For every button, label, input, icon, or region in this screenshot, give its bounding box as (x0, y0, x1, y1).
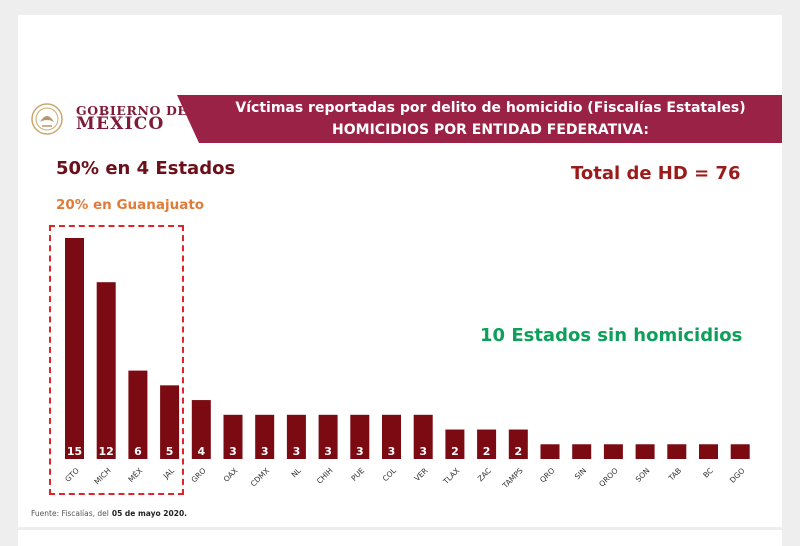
category-label-bc: BC (701, 466, 715, 480)
bar-qro (540, 444, 560, 459)
bar-zac (477, 429, 497, 459)
logo-line-1: GOBIERNO DE (76, 103, 188, 118)
zero-states-note: 10 Estados sin homicidios (480, 325, 743, 346)
category-label-nl: NL (290, 465, 304, 479)
data-label-cdmx: 3 (261, 445, 269, 458)
data-label-gro: 4 (197, 445, 205, 458)
data-label-col: 3 (388, 445, 396, 458)
bar-cdmx (255, 414, 275, 459)
category-label-tamps: TAMPS (500, 466, 525, 491)
slide-subtitle: HOMICIDIOS POR ENTIDAD FEDERATIVA: (332, 122, 649, 138)
bar-méx (128, 370, 148, 459)
category-label-qro: QRO (538, 466, 556, 484)
category-label-tlax: TLAX (441, 466, 462, 487)
category-label-pue: PUE (349, 466, 366, 483)
bar-sin (572, 444, 592, 459)
data-label-zac: 2 (483, 445, 491, 458)
bar-oax (223, 414, 243, 459)
bar-son (635, 444, 655, 459)
category-label-tab: TAB (666, 466, 683, 483)
bar-nl (286, 414, 306, 459)
gobierno-logo: GOBIERNO DE MÉXICO (30, 102, 190, 136)
bar-gro (191, 400, 211, 459)
eagle-emblem-icon (31, 103, 63, 135)
bar-gto (65, 238, 84, 459)
category-label-cdmx: CDMX (249, 466, 271, 488)
bar-tab (667, 444, 687, 459)
next-slide-edge (18, 530, 782, 546)
source-date: 05 de mayo 2020. (111, 509, 188, 518)
category-label-qroo: QROO (597, 466, 620, 489)
category-label-gro: GRO (189, 466, 207, 484)
category-label-son: SON (634, 466, 652, 484)
subheadline-text: 20% en Guanajuato (56, 197, 205, 213)
source-text: Fuente: Fiscalías, del (31, 509, 109, 518)
category-label-sin: SIN (573, 466, 588, 481)
category-label-dgo: DGO (728, 466, 747, 485)
slide-title: Víctimas reportadas por delito de homici… (235, 100, 746, 116)
data-label-mich: 12 (99, 445, 114, 458)
data-label-méx: 6 (134, 445, 142, 458)
header-band: Víctimas reportadas por delito de homici… (177, 95, 782, 143)
data-label-ver: 3 (419, 445, 427, 458)
bar-ver (413, 414, 433, 459)
bar-chih (318, 414, 338, 459)
category-label-col: COL (381, 465, 399, 483)
source-note: Fuente: Fiscalías, del 05 de mayo 2020. (31, 509, 187, 518)
headline-text: 50% en 4 Estados (56, 158, 236, 179)
data-label-pue: 3 (356, 445, 364, 458)
data-label-jal: 5 (166, 445, 174, 458)
bar-dgo (730, 444, 750, 459)
category-label-zac: ZAC (476, 466, 493, 483)
category-label-chih: CHIH (315, 466, 335, 486)
bar-bc (699, 444, 718, 459)
data-label-oax: 3 (229, 445, 237, 458)
top-four-highlight-box (49, 225, 184, 495)
bar-mich (96, 282, 116, 459)
data-label-tlax: 2 (451, 445, 459, 458)
bars-group (65, 238, 750, 459)
bar-col (382, 414, 401, 459)
category-label-ver: VER (413, 466, 430, 483)
bar-jal (160, 385, 180, 459)
logo-line-2: MÉXICO (76, 114, 165, 134)
bar-tamps (508, 429, 528, 459)
data-label-gto: 15 (67, 445, 82, 458)
bar-qroo (603, 444, 623, 459)
category-label-oax: OAX (222, 466, 240, 484)
data-label-nl: 3 (293, 445, 301, 458)
data-labels-group: 15 12 6 5 4 3 3 3 3 3 3 3 2 2 2 (67, 445, 522, 458)
bar-tlax (445, 429, 465, 459)
data-label-tamps: 2 (514, 445, 522, 458)
data-label-chih: 3 (324, 445, 332, 458)
total-text: Total de HD = 76 (571, 163, 741, 184)
bar-pue (350, 414, 370, 459)
